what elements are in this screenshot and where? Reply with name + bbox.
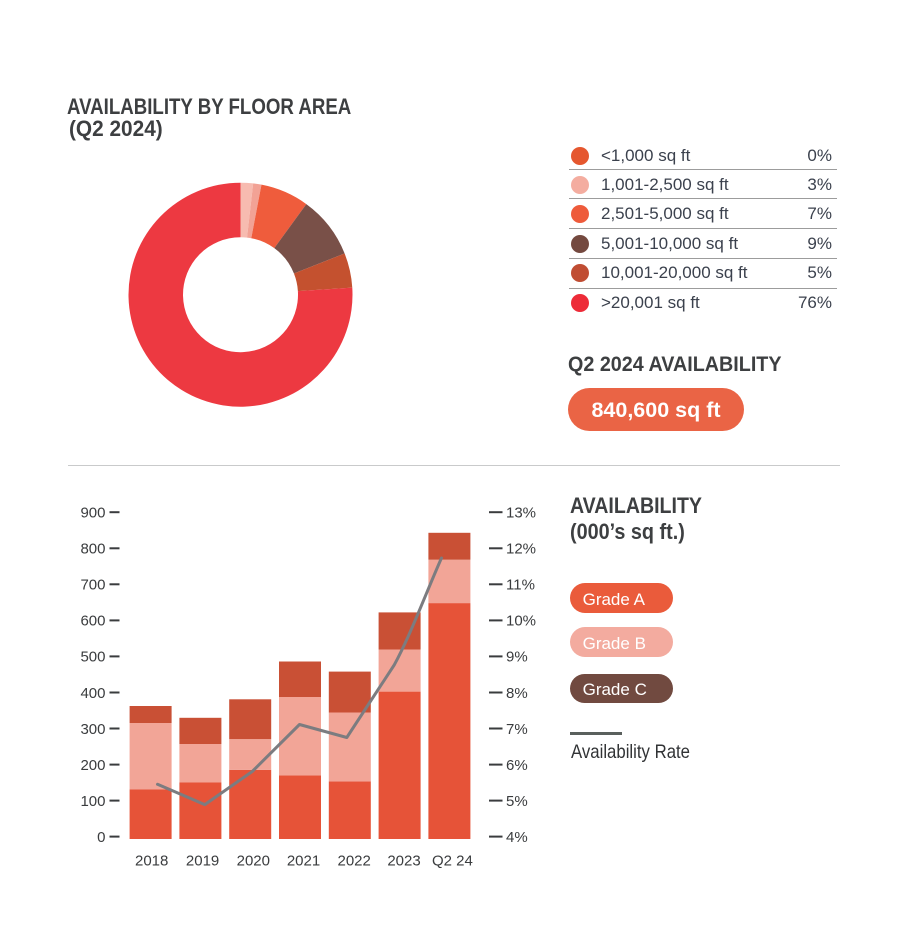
svg-text:600: 600 bbox=[80, 613, 105, 630]
svg-text:2023: 2023 bbox=[387, 853, 420, 870]
svg-text:7%: 7% bbox=[506, 721, 528, 738]
svg-text:6%: 6% bbox=[506, 757, 528, 774]
svg-text:400: 400 bbox=[80, 685, 105, 702]
svg-text:300: 300 bbox=[80, 721, 105, 738]
svg-text:900: 900 bbox=[80, 505, 105, 522]
svg-text:10%: 10% bbox=[506, 613, 536, 630]
svg-text:800: 800 bbox=[80, 541, 105, 558]
svg-text:2019: 2019 bbox=[186, 853, 219, 870]
svg-text:200: 200 bbox=[80, 757, 105, 774]
svg-text:2018: 2018 bbox=[135, 853, 168, 870]
svg-text:11%: 11% bbox=[506, 577, 535, 594]
svg-text:12%: 12% bbox=[506, 541, 536, 558]
svg-text:13%: 13% bbox=[506, 505, 536, 522]
svg-text:Q2 24: Q2 24 bbox=[432, 853, 473, 870]
svg-text:700: 700 bbox=[80, 577, 105, 594]
svg-text:500: 500 bbox=[80, 649, 105, 666]
svg-text:2021: 2021 bbox=[287, 853, 320, 870]
svg-text:0: 0 bbox=[97, 829, 105, 846]
svg-text:8%: 8% bbox=[506, 685, 528, 702]
svg-text:2020: 2020 bbox=[237, 853, 270, 870]
svg-text:9%: 9% bbox=[506, 649, 528, 666]
svg-text:100: 100 bbox=[80, 793, 105, 810]
svg-text:2022: 2022 bbox=[338, 853, 371, 870]
svg-text:4%: 4% bbox=[506, 829, 528, 846]
svg-text:5%: 5% bbox=[506, 793, 528, 810]
